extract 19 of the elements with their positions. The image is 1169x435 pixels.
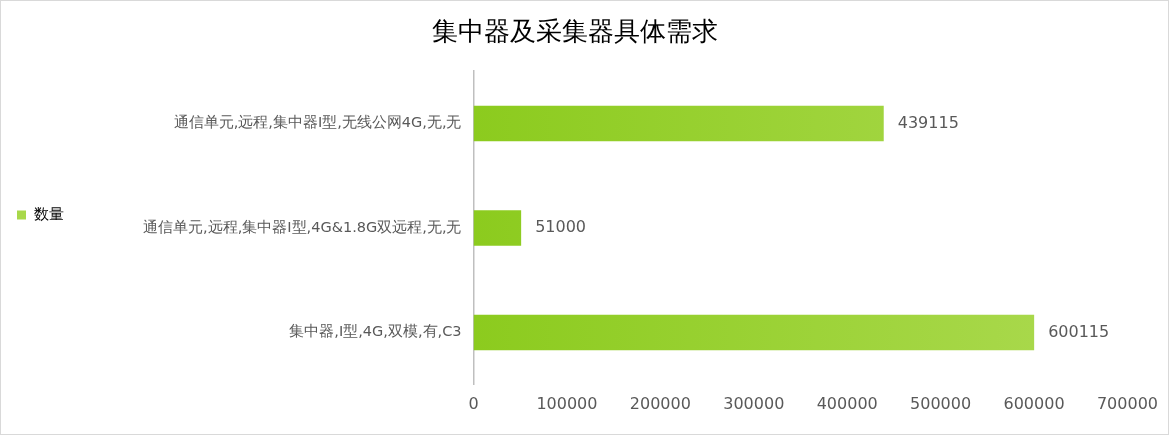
y-tick-label: 通信单元,远程,集中器I型,无线公网4G,无,无 — [173, 114, 462, 131]
x-tick-label: 600000 — [1003, 393, 1065, 413]
legend-label: 数量 — [33, 204, 64, 223]
x-tick-label: 500000 — [910, 393, 972, 413]
x-tick-label: 0 — [468, 393, 479, 413]
data-label: 600115 — [1048, 321, 1110, 341]
x-tick-label: 200000 — [629, 393, 691, 413]
x-tick-label: 700000 — [1096, 393, 1158, 413]
y-tick-label: 集中器,I型,4G,双模,有,C3 — [289, 323, 462, 340]
bar — [473, 314, 1035, 351]
x-tick-label: 400000 — [816, 393, 878, 413]
data-label: 439115 — [897, 112, 959, 132]
bar — [473, 105, 884, 142]
y-tick-label: 通信单元,远程,集中器I型,4G&1.8G双远程,无,无 — [143, 218, 462, 235]
x-tick-label: 100000 — [536, 393, 598, 413]
x-tick-label: 300000 — [723, 393, 785, 413]
bar — [473, 210, 522, 246]
data-label: 51000 — [535, 217, 587, 237]
chart-title: 集中器及采集器具体需求 — [431, 16, 718, 47]
